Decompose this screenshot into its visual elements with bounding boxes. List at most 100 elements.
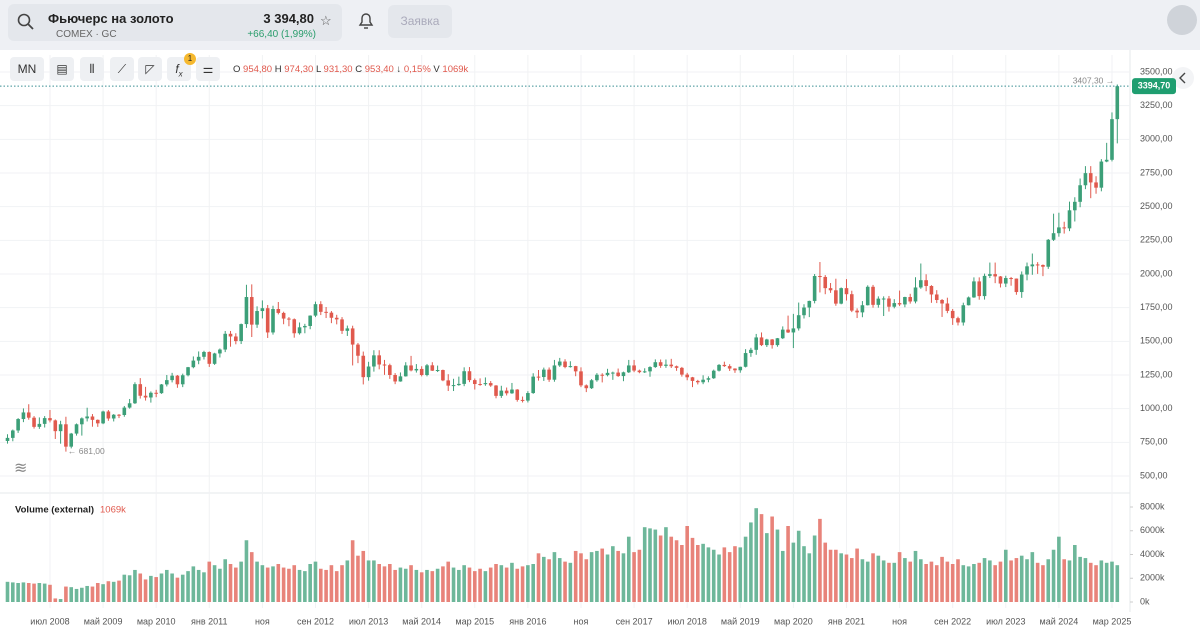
x-tick-label: ноя bbox=[255, 616, 270, 626]
alert-bell[interactable] bbox=[356, 11, 376, 31]
user-avatar[interactable] bbox=[1167, 5, 1197, 35]
volume-bar bbox=[664, 527, 668, 602]
volume-bar bbox=[531, 564, 535, 602]
candle-body bbox=[977, 281, 982, 297]
volume-bar bbox=[276, 564, 281, 602]
candle-body bbox=[706, 378, 711, 380]
tool-button[interactable]: ◸ bbox=[138, 57, 162, 81]
candle-body bbox=[876, 298, 881, 305]
volume-bar bbox=[775, 529, 780, 602]
tool-button[interactable]: ⟋ bbox=[110, 57, 134, 81]
drawing-tool[interactable]: ≋ bbox=[14, 460, 28, 477]
candle-body bbox=[881, 298, 886, 300]
candle-body bbox=[249, 297, 254, 325]
candle-body bbox=[372, 355, 376, 367]
volume-current: 1069k bbox=[100, 505, 126, 516]
volume-bar bbox=[419, 572, 424, 602]
volume-bar bbox=[26, 583, 31, 602]
volume-bar bbox=[154, 577, 158, 602]
settings-button[interactable]: ⚌ bbox=[196, 57, 220, 81]
volume-bar bbox=[218, 568, 222, 602]
volume-bar bbox=[106, 581, 111, 602]
volume-bar bbox=[839, 553, 843, 602]
favorite-star[interactable]: ☆ bbox=[320, 13, 332, 28]
volume-bar bbox=[510, 562, 514, 602]
volume-bar bbox=[680, 545, 684, 602]
candle-body bbox=[340, 319, 344, 331]
volume-bar bbox=[133, 569, 137, 602]
candle-body bbox=[122, 407, 127, 415]
volume-bar bbox=[701, 543, 705, 602]
candle-body bbox=[1019, 274, 1024, 293]
instrument-search[interactable]: Фьючерс на золото COMEX · GC 3 394,80 +6… bbox=[8, 4, 342, 41]
x-tick-label: ноя bbox=[892, 616, 907, 626]
volume-bar bbox=[334, 571, 339, 602]
candle-body bbox=[579, 371, 583, 386]
volume-bar bbox=[632, 552, 636, 602]
y-tick-label: 750,00 bbox=[1140, 437, 1168, 447]
volume-bar bbox=[765, 533, 769, 602]
candle-body bbox=[42, 418, 47, 424]
candle-body bbox=[16, 419, 20, 431]
volume-bar bbox=[743, 536, 748, 602]
candle-body bbox=[345, 328, 350, 331]
volume-bar bbox=[733, 546, 737, 602]
volume-bar bbox=[324, 569, 328, 602]
y-tick-label: 3250,00 bbox=[1140, 100, 1173, 110]
order-button[interactable]: Заявка bbox=[388, 5, 452, 38]
candle-body bbox=[765, 339, 769, 346]
volume-bar bbox=[122, 574, 127, 602]
volume-bar bbox=[1088, 562, 1093, 602]
volume-bar bbox=[642, 527, 647, 602]
volume-bar bbox=[653, 529, 658, 602]
tool-button[interactable]: ▤ bbox=[50, 57, 74, 81]
volume-bar bbox=[791, 542, 796, 602]
volume-bar bbox=[834, 549, 838, 602]
candle-body bbox=[966, 297, 971, 306]
status-value: 0,15% bbox=[403, 64, 431, 75]
candle-body bbox=[526, 393, 530, 401]
volume-bar bbox=[356, 555, 360, 602]
candle-body bbox=[818, 276, 822, 278]
volume-bar bbox=[244, 540, 249, 602]
volume-bar bbox=[446, 561, 451, 602]
candle-body bbox=[626, 365, 631, 373]
volume-bar bbox=[924, 564, 928, 602]
volume-bar bbox=[754, 508, 759, 602]
candle-body bbox=[605, 372, 610, 376]
volume-bar bbox=[32, 583, 36, 602]
volume-bar bbox=[69, 587, 74, 602]
candle-body bbox=[1067, 210, 1072, 229]
volume-bar bbox=[494, 564, 498, 602]
tool-button[interactable]: ⫴ bbox=[80, 57, 104, 81]
volume-bar bbox=[727, 552, 732, 602]
volume-bar bbox=[414, 569, 419, 602]
interval-button[interactable]: MN bbox=[10, 57, 44, 81]
candle-body bbox=[770, 339, 774, 346]
volume-bar bbox=[881, 560, 886, 602]
volume-bar bbox=[430, 571, 435, 602]
y-tick-label: 2000,00 bbox=[1140, 268, 1173, 278]
status-value: 1069k bbox=[442, 64, 469, 75]
candle-body bbox=[919, 280, 923, 288]
y-tick-label: 8000k bbox=[1140, 501, 1165, 511]
collapse-button[interactable] bbox=[1172, 67, 1194, 89]
candle-body bbox=[143, 395, 148, 398]
volume-bar bbox=[265, 567, 270, 602]
y-tick-label: 1000,00 bbox=[1140, 403, 1173, 413]
volume-bar bbox=[287, 568, 291, 602]
candle-body bbox=[377, 355, 381, 365]
candle-body bbox=[786, 329, 790, 333]
volume-bar bbox=[202, 572, 206, 602]
candle-body bbox=[653, 362, 658, 368]
candle-body bbox=[1035, 264, 1040, 266]
candle-body bbox=[828, 288, 833, 291]
x-tick-label: июл 2018 bbox=[668, 616, 707, 626]
candle-body bbox=[849, 294, 854, 311]
volume-bar bbox=[451, 567, 456, 602]
candle-body bbox=[860, 305, 865, 313]
volume-bar bbox=[260, 565, 265, 602]
candle-body bbox=[1115, 86, 1120, 120]
candle-body bbox=[324, 311, 328, 313]
